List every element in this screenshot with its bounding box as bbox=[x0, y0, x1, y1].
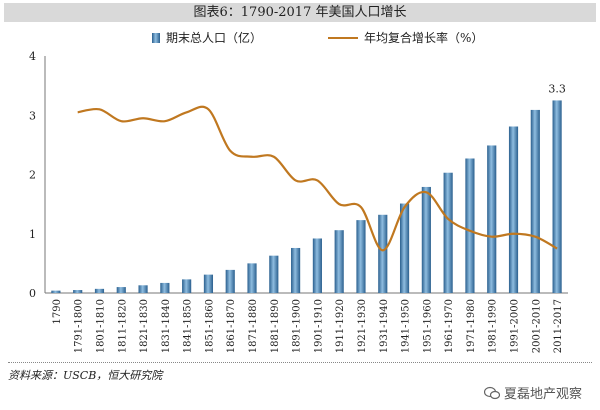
x-tick-label: 1921-1930 bbox=[357, 299, 368, 353]
bar-1841-1850 bbox=[182, 279, 192, 293]
bar-1861-1870 bbox=[225, 269, 235, 293]
y-tick-label: 4 bbox=[29, 50, 36, 63]
bar-1961-1970 bbox=[443, 172, 453, 293]
population-chart: 期末总人口（亿） 年均复合增长率（%） 0 1 2 3 4 1790 1791-1800 1… bbox=[29, 30, 568, 353]
bar-1911-1920 bbox=[334, 230, 344, 293]
y-tick-label: 3 bbox=[29, 109, 36, 122]
bar-1921-1930 bbox=[356, 220, 366, 293]
bar-2001-2010 bbox=[530, 109, 540, 293]
watermark-text: 夏磊地产观察 bbox=[503, 387, 582, 402]
bar-1881-1890 bbox=[269, 255, 279, 293]
x-tick-label: 1911-1920 bbox=[335, 299, 346, 353]
bar-1931-1940 bbox=[378, 214, 388, 293]
chart-legend: 期末总人口（亿） 年均复合增长率（%） bbox=[152, 30, 483, 45]
legend-bar-swatch bbox=[152, 33, 160, 43]
x-tick-label: 1901-1910 bbox=[313, 299, 324, 353]
y-tick-label: 1 bbox=[29, 228, 36, 241]
bar-1791-1800 bbox=[73, 290, 83, 293]
bar-1851-1860 bbox=[203, 274, 214, 293]
bar-1801-1810 bbox=[94, 288, 105, 293]
legend-line-label: 年均复合增长率（%） bbox=[364, 30, 483, 45]
y-tick-label: 0 bbox=[29, 287, 36, 300]
x-tick-label: 2001-2010 bbox=[531, 299, 542, 353]
x-tick-label: 1861-1870 bbox=[226, 299, 237, 353]
x-tick-label: 1841-1850 bbox=[183, 299, 194, 353]
data-label: 3.3 bbox=[548, 82, 566, 95]
x-tick-label: 1790 bbox=[52, 299, 63, 324]
x-tick-label: 1831-1840 bbox=[161, 299, 172, 353]
x-tick-label: 1941-1950 bbox=[401, 299, 412, 353]
x-tick-label: 1871-1880 bbox=[248, 299, 259, 353]
x-tick-label: 1931-1940 bbox=[379, 299, 390, 353]
x-tick-label: 1811-1820 bbox=[117, 299, 128, 353]
x-tick-label: 1851-1860 bbox=[204, 299, 215, 353]
x-tick-label: 1961-1970 bbox=[444, 299, 455, 353]
source-note: 资料来源：USCB，恒大研究院 bbox=[8, 369, 163, 382]
x-tick-label: 1881-1890 bbox=[270, 299, 281, 353]
x-tick-label: 1981-1990 bbox=[488, 299, 499, 353]
bar-1901-1910 bbox=[312, 238, 322, 293]
chart-title: 图表6：1790-2017 年美国人口增长 bbox=[4, 3, 596, 22]
bar-1811-1820 bbox=[116, 287, 126, 293]
bar-1981-1990 bbox=[487, 145, 497, 293]
x-tick-label: 1991-2000 bbox=[510, 299, 521, 353]
bar-1951-1960 bbox=[421, 186, 431, 293]
wechat-icon bbox=[483, 386, 500, 399]
bar-1871-1880 bbox=[247, 263, 257, 293]
x-tick-label: 2011-2017 bbox=[553, 299, 564, 353]
bar-1821-1830 bbox=[138, 285, 148, 293]
legend-bar-label: 期末总人口（亿） bbox=[166, 30, 262, 45]
bar-1891-1900 bbox=[291, 247, 301, 293]
x-tick-label: 1791-1800 bbox=[74, 299, 85, 353]
bar-1790 bbox=[51, 290, 61, 293]
divider-line bbox=[8, 362, 592, 363]
bar-1941-1950 bbox=[399, 203, 410, 293]
x-tick-label: 1951-1960 bbox=[422, 299, 433, 353]
watermark: 夏磊地产观察 bbox=[483, 383, 582, 402]
bar-2011-2017 bbox=[552, 100, 562, 293]
bar-1991-2000 bbox=[508, 126, 519, 293]
x-tick-label: 1891-1900 bbox=[292, 299, 303, 353]
bar-1971-1980 bbox=[465, 158, 475, 293]
x-tick-label: 1801-1810 bbox=[95, 299, 106, 353]
bar-1831-1840 bbox=[160, 282, 170, 293]
x-tick-label: 1821-1830 bbox=[139, 299, 150, 353]
y-tick-label: 2 bbox=[29, 169, 36, 182]
x-tick-label: 1971-1980 bbox=[466, 299, 477, 353]
growth-rate-line bbox=[77, 105, 558, 252]
